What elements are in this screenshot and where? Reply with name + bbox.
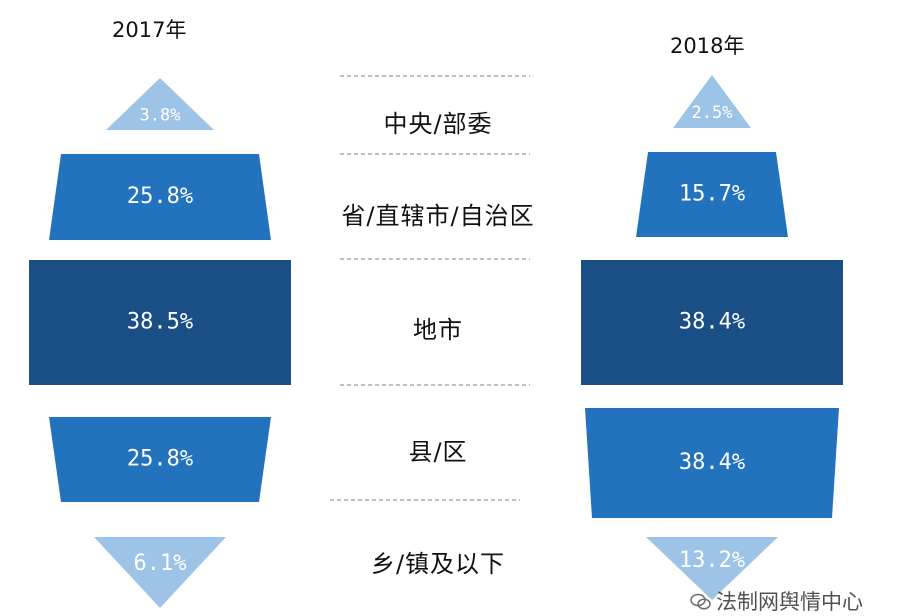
segment-2017-county — [49, 417, 271, 502]
watermark-text: 法制网舆情中心 — [716, 590, 863, 614]
year-label-2017: 2017年 — [112, 18, 187, 42]
year-label-2018: 2018年 — [670, 34, 745, 58]
value-label-2018-county: 38.4% — [679, 450, 745, 475]
segment-2017-central — [106, 78, 214, 130]
segment-2017-township — [94, 537, 226, 608]
value-label-2017-central: 3.8% — [140, 105, 181, 125]
segment-2017-province — [49, 154, 271, 240]
value-label-2018-township: 13.2% — [679, 548, 745, 573]
value-label-2018-city: 38.4% — [679, 310, 745, 335]
level-label-city: 地市 — [413, 316, 463, 344]
value-label-2017-township: 6.1% — [134, 551, 187, 576]
segment-2018-county — [585, 408, 839, 518]
value-label-2017-province: 25.8% — [127, 184, 193, 209]
value-label-2017-county: 25.8% — [127, 447, 193, 472]
segment-2018-central — [673, 75, 751, 128]
wechat-icon — [690, 593, 711, 610]
segment-2018-city — [581, 260, 843, 385]
segment-2018-province — [636, 152, 788, 237]
value-label-2017-city: 38.5% — [127, 310, 193, 335]
segment-2018-township — [646, 537, 778, 600]
watermark: 法制网舆情中心 — [690, 586, 863, 616]
level-label-county: 县/区 — [408, 438, 468, 466]
value-label-2018-central: 2.5% — [692, 103, 733, 123]
level-label-township: 乡/镇及以下 — [370, 550, 506, 578]
level-label-central: 中央/部委 — [383, 110, 493, 138]
level-label-province: 省/直辖市/自治区 — [341, 202, 535, 230]
segment-2017-city — [29, 260, 291, 385]
value-label-2018-province: 15.7% — [679, 182, 745, 207]
